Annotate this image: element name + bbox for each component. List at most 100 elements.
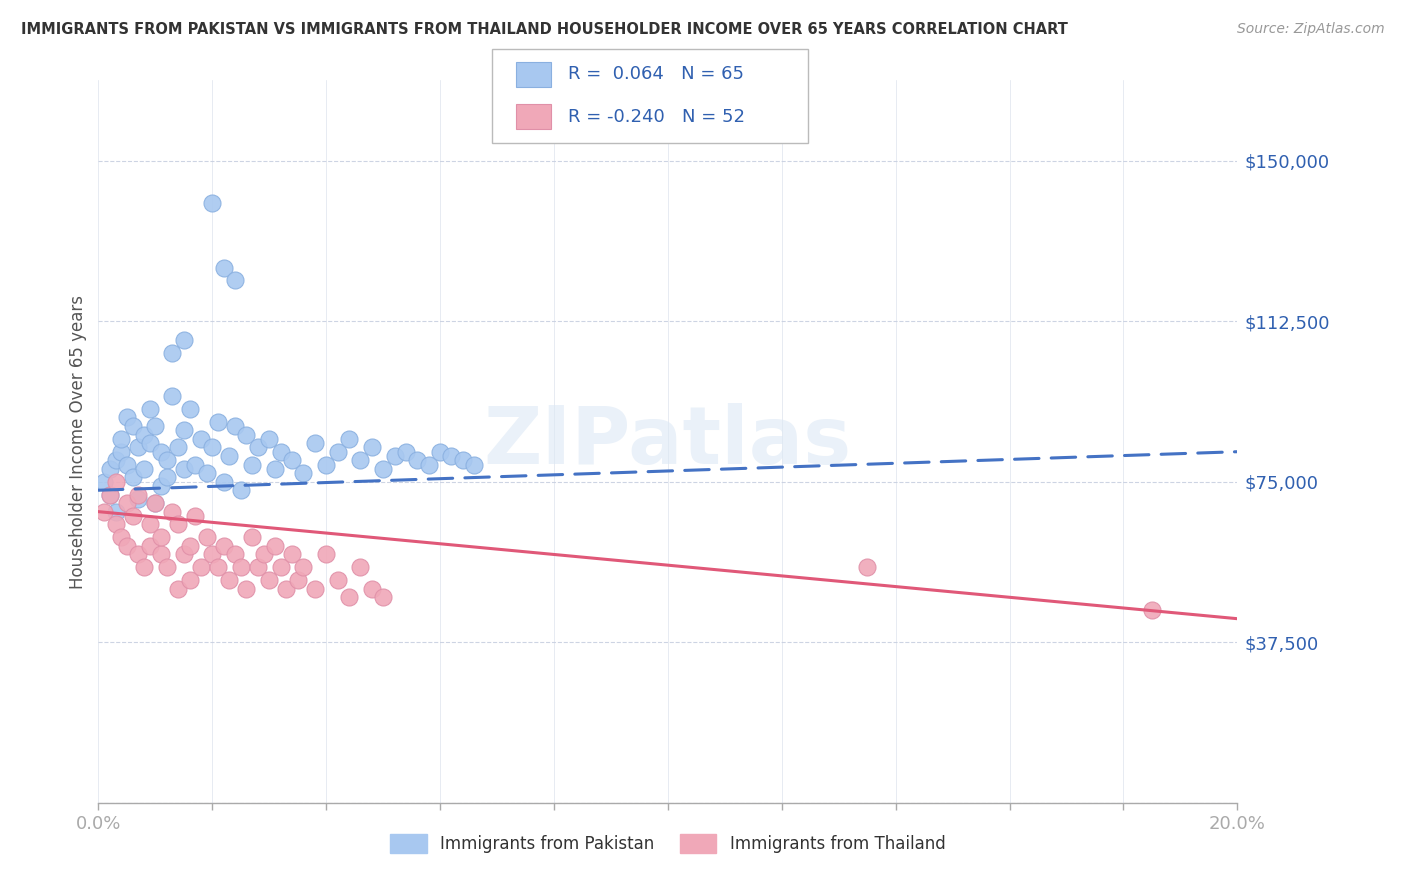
- Point: [179, 539, 201, 553]
- Point: [150, 444, 173, 458]
- Point: [224, 548, 246, 562]
- Point: [104, 475, 127, 489]
- Point: [173, 423, 195, 437]
- Point: [110, 444, 132, 458]
- Point: [167, 517, 190, 532]
- Point: [115, 458, 138, 472]
- Point: [235, 582, 257, 596]
- Point: [337, 591, 360, 605]
- Point: [270, 560, 292, 574]
- Point: [218, 449, 240, 463]
- Point: [201, 441, 224, 455]
- Point: [195, 530, 218, 544]
- Point: [104, 505, 127, 519]
- Point: [270, 444, 292, 458]
- Point: [304, 582, 326, 596]
- Text: IMMIGRANTS FROM PAKISTAN VS IMMIGRANTS FROM THAILAND HOUSEHOLDER INCOME OVER 65 : IMMIGRANTS FROM PAKISTAN VS IMMIGRANTS F…: [21, 22, 1069, 37]
- Point: [127, 491, 149, 506]
- Text: R =  0.064   N = 65: R = 0.064 N = 65: [568, 65, 744, 84]
- Point: [145, 496, 167, 510]
- Point: [190, 560, 212, 574]
- Point: [406, 453, 429, 467]
- Point: [229, 560, 252, 574]
- Point: [281, 453, 304, 467]
- Point: [463, 458, 485, 472]
- Point: [349, 560, 371, 574]
- Point: [173, 462, 195, 476]
- Point: [132, 560, 155, 574]
- Point: [150, 548, 173, 562]
- Point: [207, 560, 229, 574]
- Text: ZIPatlas: ZIPatlas: [484, 402, 852, 481]
- Point: [373, 591, 395, 605]
- Point: [337, 432, 360, 446]
- Point: [127, 487, 149, 501]
- Point: [349, 453, 371, 467]
- Point: [207, 415, 229, 429]
- Point: [173, 548, 195, 562]
- Point: [218, 573, 240, 587]
- Point: [162, 389, 184, 403]
- Point: [259, 432, 281, 446]
- Point: [98, 487, 121, 501]
- Point: [264, 462, 287, 476]
- Point: [132, 462, 155, 476]
- Point: [104, 517, 127, 532]
- Point: [246, 560, 269, 574]
- Point: [156, 560, 179, 574]
- Point: [138, 517, 160, 532]
- Point: [195, 466, 218, 480]
- Point: [104, 453, 127, 467]
- Point: [179, 401, 201, 416]
- Point: [110, 530, 132, 544]
- Point: [138, 539, 160, 553]
- Point: [418, 458, 440, 472]
- Point: [115, 539, 138, 553]
- Point: [259, 573, 281, 587]
- Point: [212, 260, 235, 275]
- Point: [292, 466, 315, 480]
- Point: [98, 462, 121, 476]
- Point: [115, 496, 138, 510]
- Point: [190, 432, 212, 446]
- Point: [264, 539, 287, 553]
- Point: [167, 582, 190, 596]
- Point: [360, 441, 382, 455]
- Point: [240, 458, 263, 472]
- Point: [138, 436, 160, 450]
- Point: [201, 548, 224, 562]
- Point: [373, 462, 395, 476]
- Point: [184, 458, 207, 472]
- Text: Source: ZipAtlas.com: Source: ZipAtlas.com: [1237, 22, 1385, 37]
- Point: [121, 419, 143, 434]
- Point: [127, 548, 149, 562]
- Point: [229, 483, 252, 498]
- Point: [246, 441, 269, 455]
- Point: [138, 401, 160, 416]
- Point: [162, 505, 184, 519]
- Point: [276, 582, 298, 596]
- Point: [132, 427, 155, 442]
- Point: [98, 487, 121, 501]
- Point: [304, 436, 326, 450]
- Point: [93, 475, 115, 489]
- Point: [384, 449, 406, 463]
- Point: [440, 449, 463, 463]
- Point: [451, 453, 474, 467]
- Point: [93, 505, 115, 519]
- Text: R = -0.240   N = 52: R = -0.240 N = 52: [568, 108, 745, 126]
- Point: [224, 419, 246, 434]
- Point: [115, 410, 138, 425]
- Point: [167, 441, 190, 455]
- Point: [235, 427, 257, 442]
- Point: [184, 508, 207, 523]
- Point: [224, 273, 246, 287]
- Point: [179, 573, 201, 587]
- Point: [1140, 603, 1163, 617]
- Point: [281, 548, 304, 562]
- Point: [326, 573, 349, 587]
- Point: [240, 530, 263, 544]
- Point: [150, 479, 173, 493]
- Point: [110, 432, 132, 446]
- Point: [315, 548, 337, 562]
